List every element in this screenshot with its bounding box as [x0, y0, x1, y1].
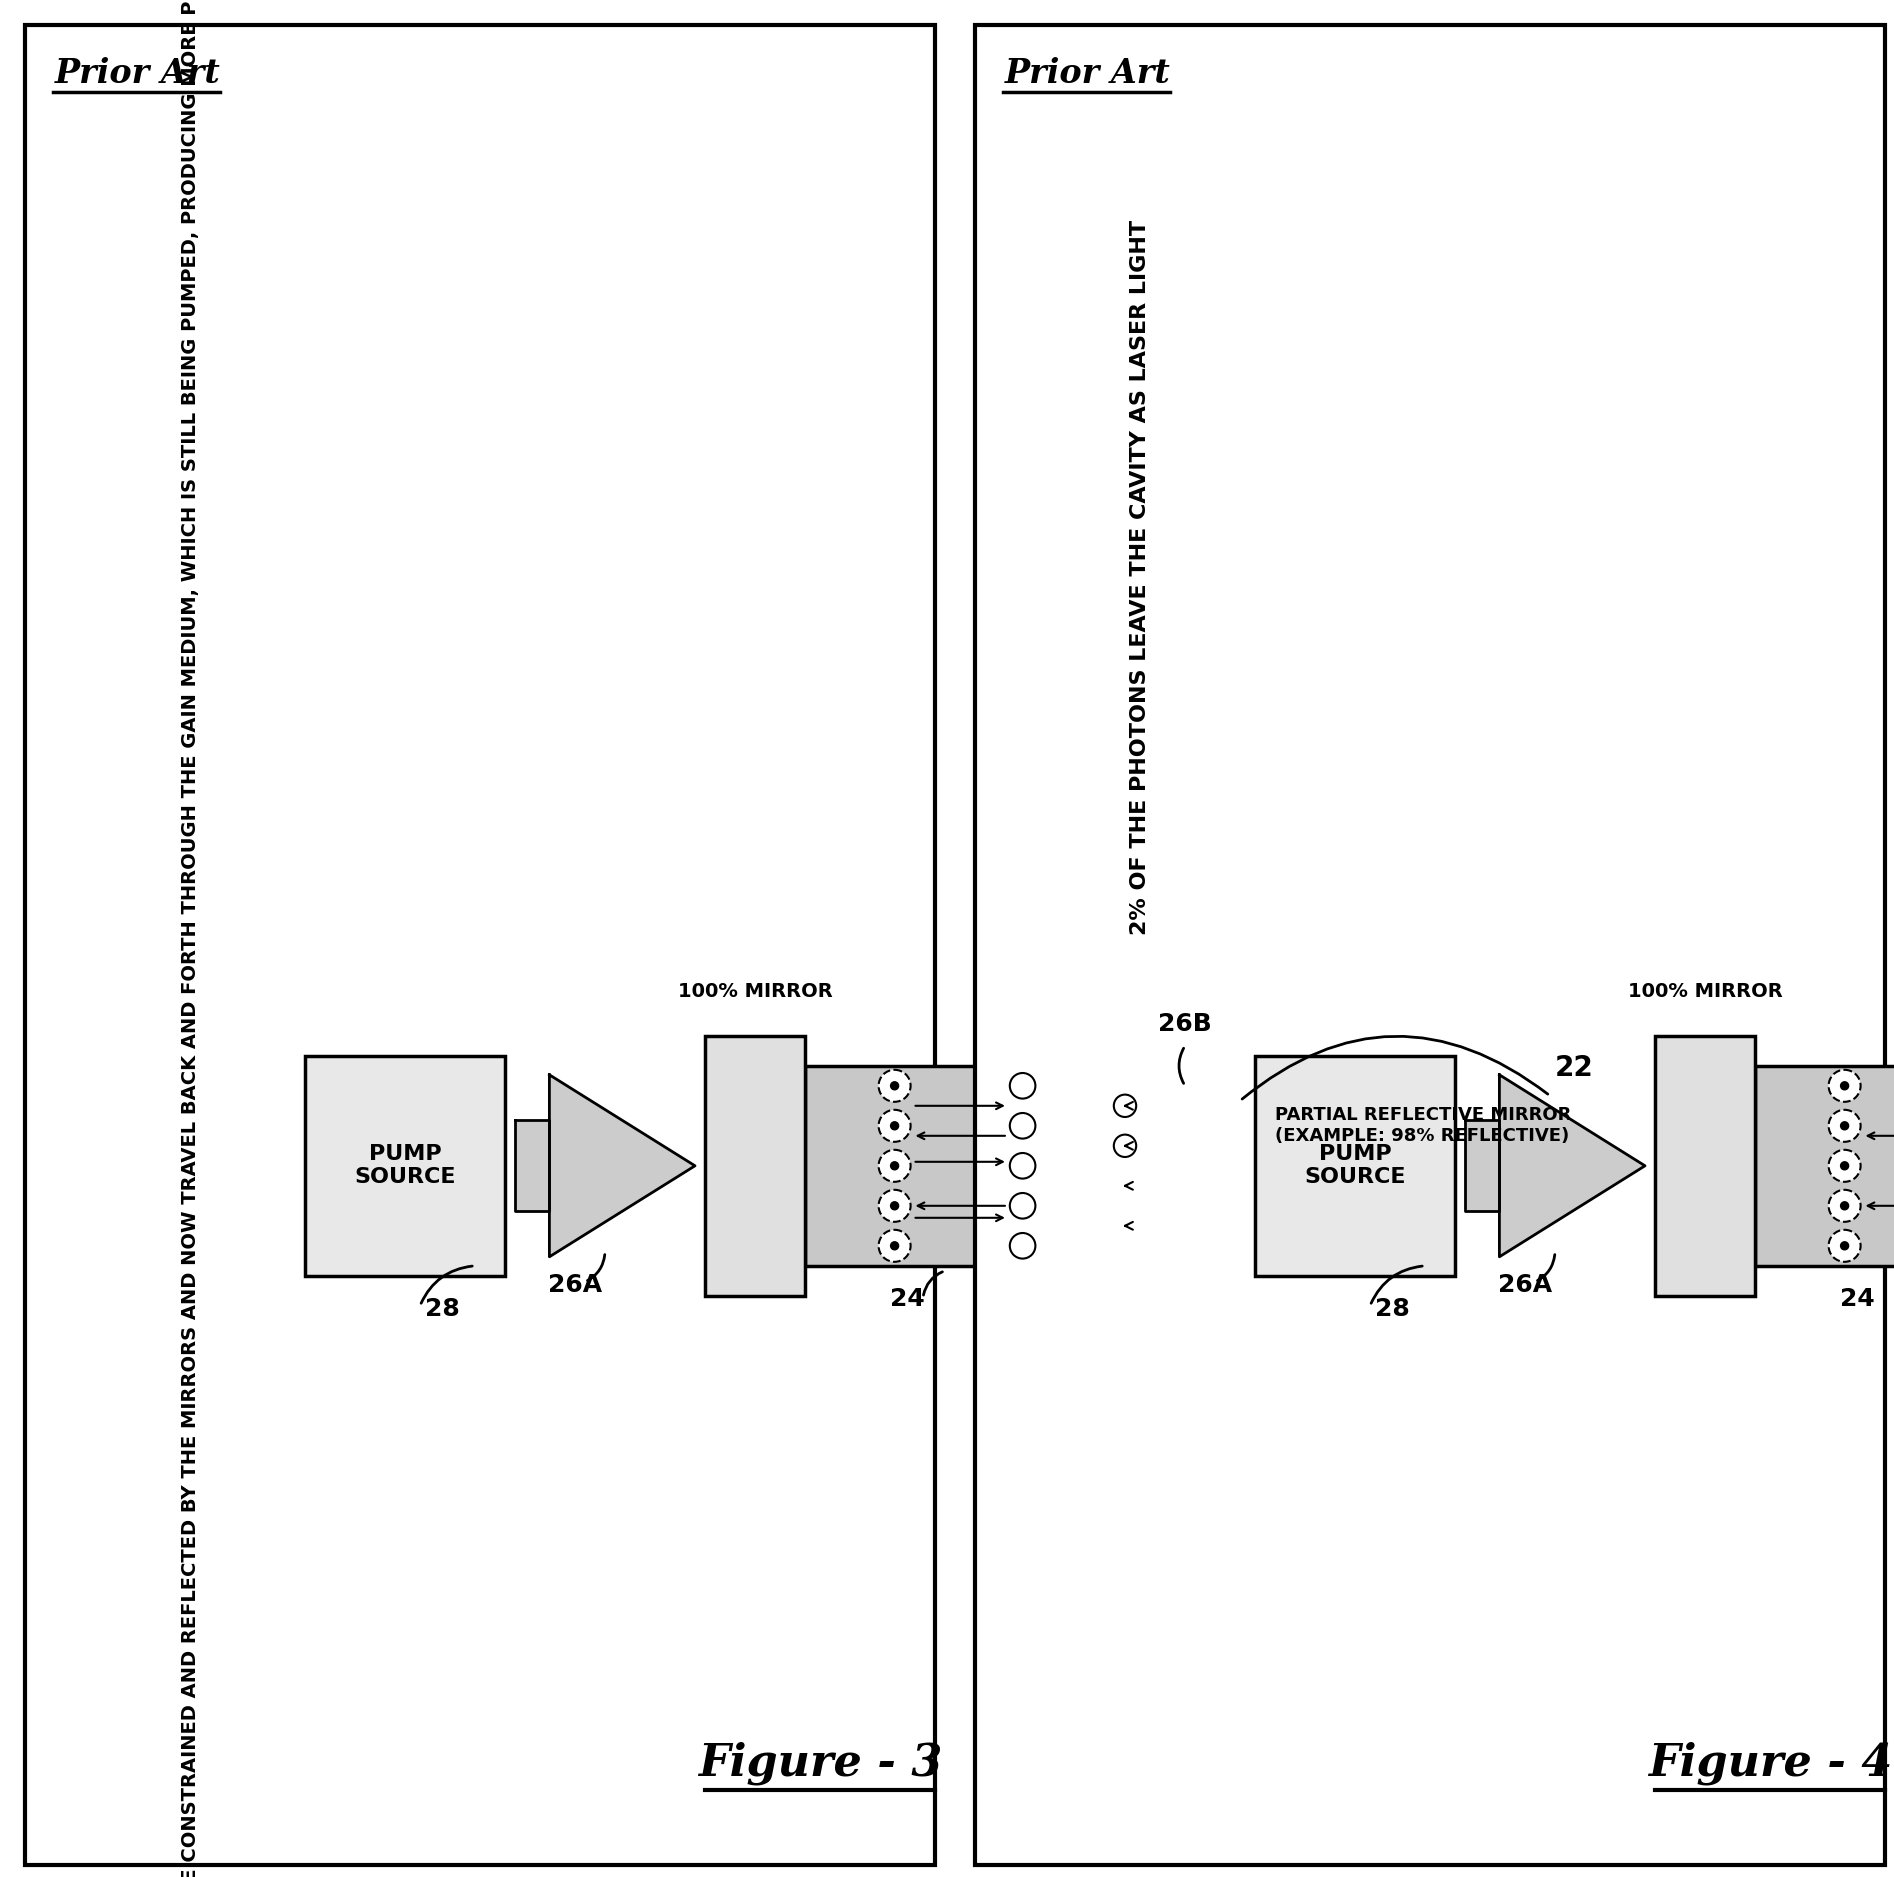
Text: Prior Art: Prior Art [55, 56, 222, 90]
Bar [1756, 1066, 1894, 1265]
Text: Prior Art: Prior Art [1006, 56, 1170, 90]
Text: 24: 24 [890, 1288, 924, 1310]
Polygon shape [515, 1121, 549, 1211]
Bar [1125, 1091, 1244, 1241]
Circle shape [890, 1081, 898, 1091]
Text: 28: 28 [424, 1297, 460, 1321]
Text: Figure - 4: Figure - 4 [1648, 1742, 1892, 1785]
Text: 22: 22 [1555, 1053, 1593, 1081]
Circle shape [890, 1162, 898, 1169]
Circle shape [1010, 1194, 1036, 1218]
Text: PARTIAL REFLECTIVE MIRROR
(EXAMPLE: 98% REFLECTIVE): PARTIAL REFLECTIVE MIRROR (EXAMPLE: 98% … [1275, 1106, 1572, 1145]
Bar [25, 24, 936, 1866]
Circle shape [1841, 1243, 1849, 1250]
Circle shape [1841, 1201, 1849, 1211]
Circle shape [890, 1243, 898, 1250]
Circle shape [890, 1201, 898, 1211]
Text: 100% MIRROR: 100% MIRROR [1627, 982, 1782, 1000]
Bar [1655, 1036, 1756, 1295]
Bar [1256, 1055, 1455, 1276]
Circle shape [1841, 1122, 1849, 1130]
Polygon shape [1500, 1076, 1646, 1258]
Circle shape [879, 1070, 911, 1102]
Bar [305, 1055, 506, 1276]
Text: PUMP
SOURCE: PUMP SOURCE [1305, 1145, 1405, 1188]
Circle shape [1828, 1229, 1860, 1261]
Text: 100% MIRROR: 100% MIRROR [678, 982, 831, 1000]
Circle shape [879, 1190, 911, 1222]
Circle shape [1841, 1081, 1849, 1091]
Polygon shape [549, 1076, 695, 1258]
Text: 28: 28 [1375, 1297, 1409, 1321]
Circle shape [1828, 1109, 1860, 1141]
Text: 26A: 26A [1498, 1273, 1551, 1297]
Circle shape [879, 1151, 911, 1183]
Text: 24: 24 [1841, 1288, 1875, 1310]
Circle shape [1114, 1134, 1136, 1156]
Text: Figure - 3: Figure - 3 [697, 1742, 941, 1785]
Circle shape [1828, 1070, 1860, 1102]
Circle shape [1828, 1151, 1860, 1183]
Circle shape [1114, 1094, 1136, 1117]
Text: 2% OF THE PHOTONS LEAVE THE CAVITY AS LASER LIGHT: 2% OF THE PHOTONS LEAVE THE CAVITY AS LA… [1131, 220, 1150, 935]
Polygon shape [1464, 1121, 1500, 1211]
Circle shape [1841, 1162, 1849, 1169]
Circle shape [890, 1122, 898, 1130]
Circle shape [1010, 1152, 1036, 1179]
Text: SOME OF THE PHOTONS ARE CONSTRAINED AND REFLECTED BY THE MIRRORS AND NOW TRAVEL : SOME OF THE PHOTONS ARE CONSTRAINED AND … [182, 0, 201, 1877]
Bar [805, 1066, 1125, 1265]
Circle shape [879, 1229, 911, 1261]
Circle shape [879, 1109, 911, 1141]
Bar [705, 1036, 805, 1295]
Circle shape [1828, 1190, 1860, 1222]
Text: PUMP
SOURCE: PUMP SOURCE [354, 1145, 456, 1188]
Text: 26A: 26A [547, 1273, 602, 1297]
Text: 26B: 26B [1157, 1012, 1212, 1036]
Circle shape [1010, 1074, 1036, 1098]
Bar [975, 24, 1885, 1866]
Circle shape [1010, 1113, 1036, 1139]
Circle shape [1010, 1233, 1036, 1259]
